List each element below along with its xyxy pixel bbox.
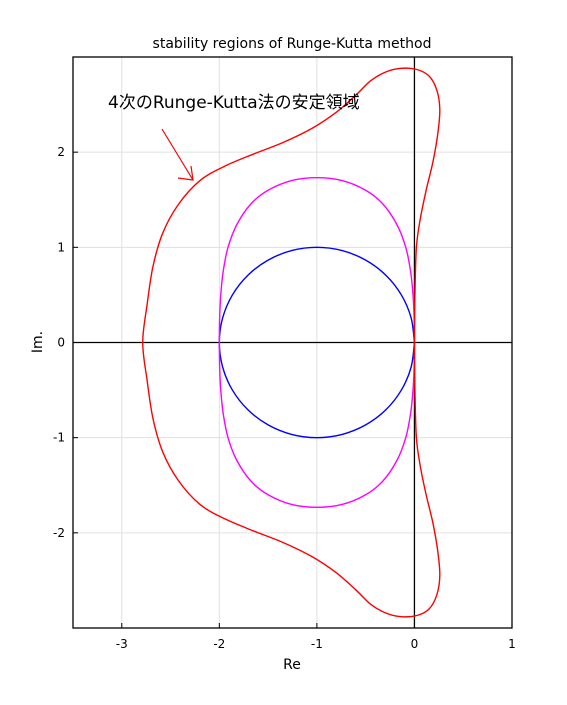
series-layer: [142, 67, 441, 618]
y-tick-label: -1: [53, 431, 65, 445]
y-axis-label: Im.: [30, 331, 46, 353]
annotation-arrow-shaft: [161, 128, 194, 181]
chart-title: stability regions of Runge-Kutta method: [153, 36, 432, 52]
series-order-4-curve: [142, 67, 441, 618]
x-tick-label: 0: [411, 637, 419, 651]
y-tick-label: 2: [57, 145, 65, 159]
x-tick-label: -3: [116, 637, 128, 651]
annotation-text: 4次のRunge-Kutta法の安定領域: [108, 93, 360, 113]
x-axis-label: Re: [283, 657, 301, 673]
y-tick-label: 0: [57, 336, 65, 350]
x-tick-label: -2: [213, 637, 225, 651]
tick-labels: -3 -2 -1 0 1 -2 -1 0 1 2: [53, 145, 516, 651]
annotation-arrow: [161, 128, 194, 181]
x-tick-label: -1: [311, 637, 323, 651]
series-order-2-curve: [218, 176, 416, 509]
y-tick-label: 1: [57, 240, 65, 254]
annotation-arrow-head: [177, 165, 194, 181]
y-tick-label: -2: [53, 526, 65, 540]
x-tick-label: 1: [508, 637, 516, 651]
axis-lines: [73, 57, 512, 628]
